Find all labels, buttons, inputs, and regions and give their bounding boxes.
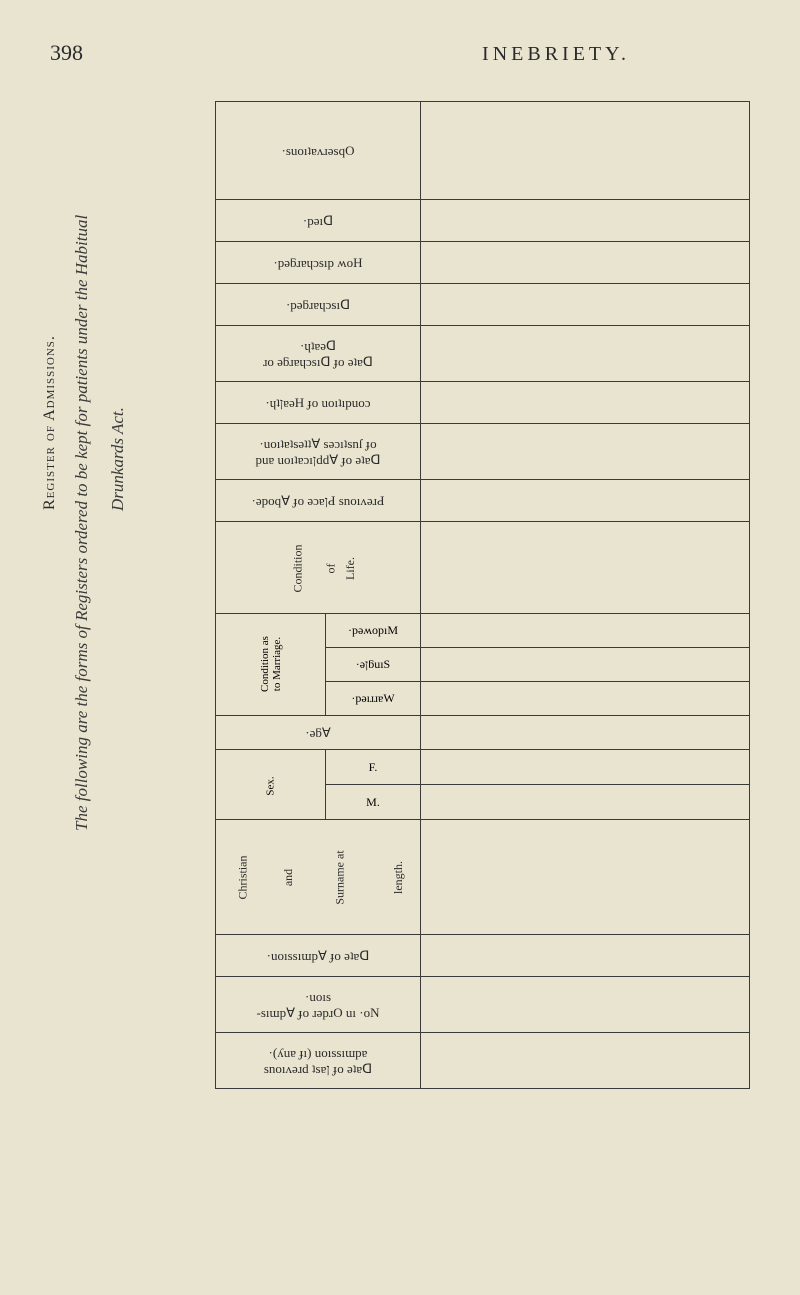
row-previous-abode: ·ǝpoqⱯ ɟo ǝɔɐןԀ snoıʌǝɹԀ (216, 480, 421, 522)
data-cell (421, 382, 750, 424)
data-cell (421, 102, 750, 200)
row-condition-health: ·ɥʇןɐǝH ɟo uoıʇıpuoɔ (216, 382, 421, 424)
page-number: 398 (50, 40, 83, 66)
data-cell (421, 284, 750, 326)
data-cell (421, 522, 750, 614)
data-cell (421, 614, 750, 648)
data-cell (421, 716, 750, 750)
row-age: ·ǝƃⱯ (216, 716, 421, 750)
register-label: Register of Admissions. (41, 335, 59, 510)
data-cell (421, 682, 750, 716)
row-date-application: ·uoıʇɐʇsǝʇʇⱯ sǝɔıʇsnſ ɟo puɐ uoıʇɐɔıןddⱯ… (216, 424, 421, 480)
data-cell (421, 326, 750, 382)
content-area: Register of Admissions. The following ar… (50, 101, 750, 1089)
following-label: The following are the forms of Registers… (72, 215, 92, 831)
row-date-admission: ·uoıssıɯpⱯ ɟo ǝʇɐᗡ (216, 935, 421, 977)
row-discharged: ·pǝƃɹɐɥɔsıᗡ (216, 284, 421, 326)
row-date-discharge-death: ·ɥʇɐǝᗡ ɹo ǝƃɹɐɥɔsıᗡ ɟo ǝʇɐᗡ (216, 326, 421, 382)
row-no-order: ·uoıs -sıɯpⱯ ɟo ɹǝpɹO uı ·oN (216, 977, 421, 1033)
row-observations: ·suoıʇɐʌɹǝsqO (216, 102, 421, 200)
row-condition-life: Condition of Life. (216, 522, 421, 614)
row-died: ·pǝıᗡ (216, 200, 421, 242)
row-date-previous: ·(ʎuɐ ɟı) uoıssıɯpɐ snoıʌǝɹd ʇsɐן ɟo ǝʇɐ… (216, 1033, 421, 1089)
data-cell (421, 242, 750, 284)
data-cell (421, 200, 750, 242)
data-cell (421, 820, 750, 935)
drunkards-label: Drunkards Act. (108, 407, 128, 511)
row-how-discharged: ·pǝƃɹɐɥɔsıp ʍoH (216, 242, 421, 284)
data-cell (421, 424, 750, 480)
register-table: ·suoıʇɐʌɹǝsqO ·pǝıᗡ ·pǝƃɹɐɥɔsıp ʍoH ·pǝƃ… (215, 101, 750, 1089)
sidebar-labels: Register of Admissions. The following ar… (50, 101, 190, 1089)
data-cell (421, 785, 750, 820)
row-christian: Christian and Surname at length. (216, 820, 421, 935)
page-header: 398 INEBRIETY. (50, 40, 750, 66)
row-sex-m: M. (326, 785, 421, 820)
data-cell (421, 1033, 750, 1089)
row-sex-f: F. (326, 750, 421, 785)
data-cell (421, 648, 750, 682)
data-cell (421, 750, 750, 785)
data-cell (421, 935, 750, 977)
page-title: INEBRIETY. (482, 43, 630, 66)
row-married: ·pǝıɹɹɐW (326, 682, 421, 716)
row-condition-marriage-label: Condition as to Marriage. (216, 614, 326, 716)
data-cell (421, 480, 750, 522)
row-widowed: ·pǝʍopıM (326, 614, 421, 648)
row-sex-label: Sex. (216, 750, 326, 820)
row-single: ·ǝןƃuıS (326, 648, 421, 682)
data-cell (421, 977, 750, 1033)
